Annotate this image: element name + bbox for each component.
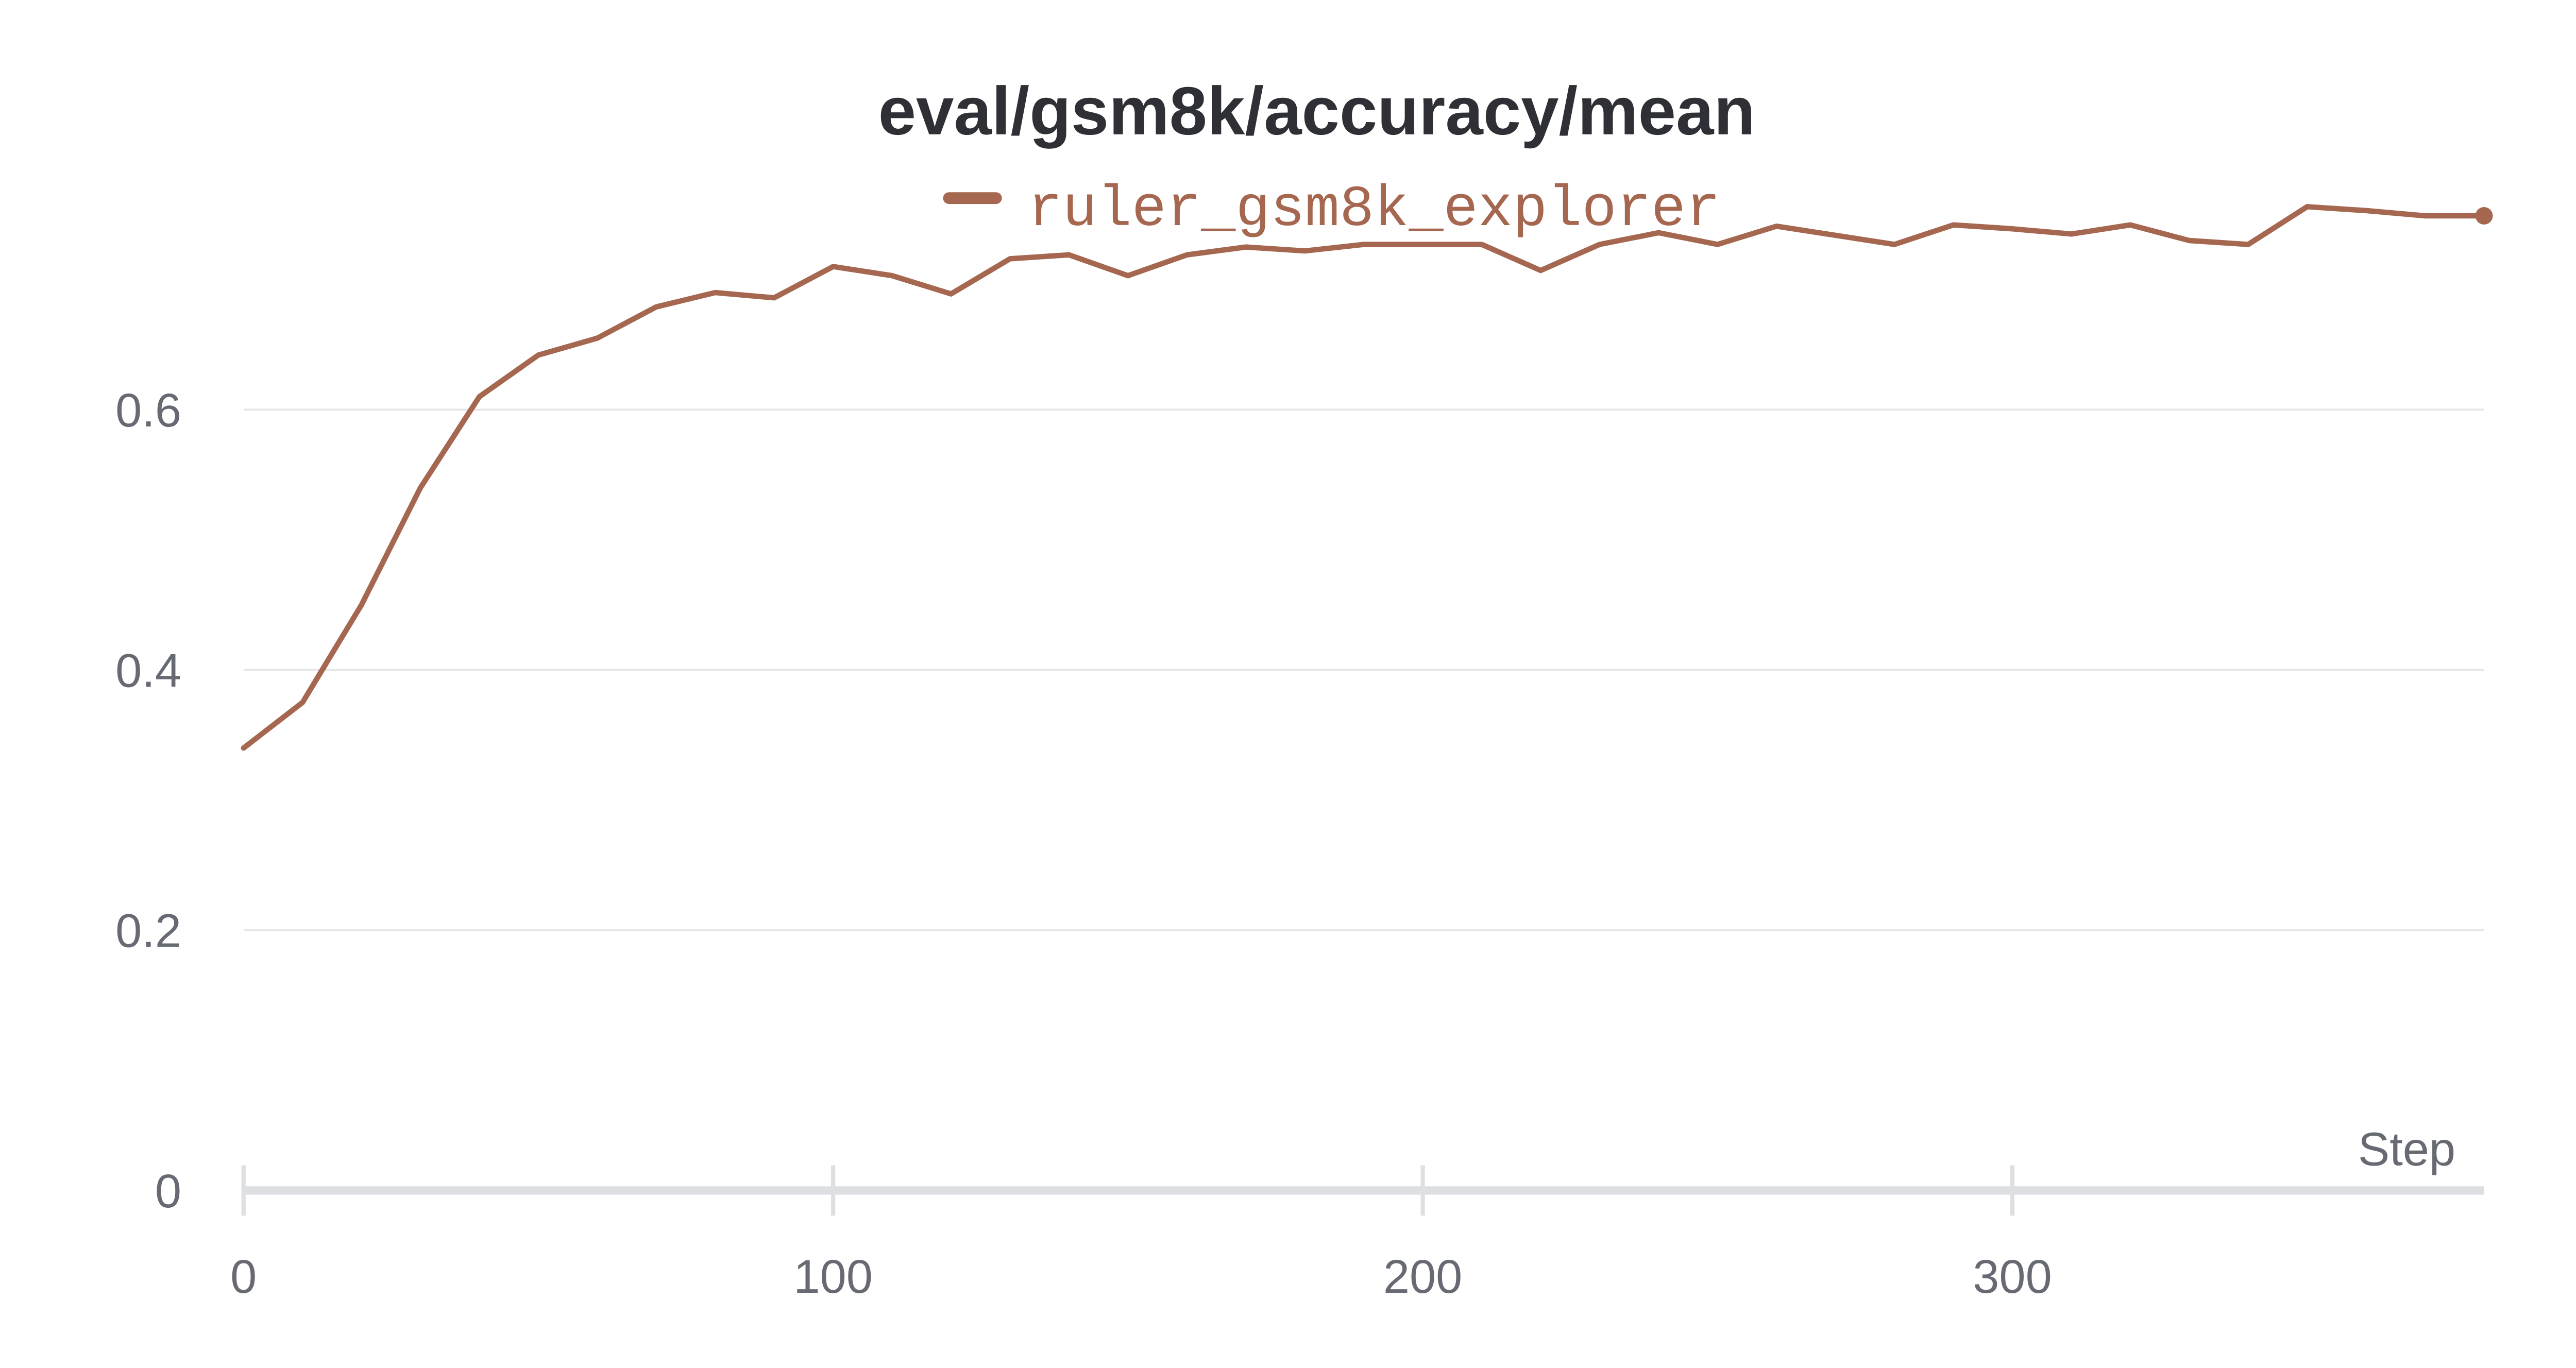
legend[interactable]: ruler_gsm8k_explorer <box>943 177 1720 243</box>
y-tick-label: 0.2 <box>115 905 181 957</box>
legend-label[interactable]: ruler_gsm8k_explorer <box>1028 177 1720 243</box>
series-endpoint-marker <box>2475 207 2493 225</box>
x-tick-label: 100 <box>793 1251 873 1303</box>
y-tick-label: 0 <box>155 1165 181 1218</box>
label-layer: 0 0.2 0.4 0.6 0 100 200 300 Step <box>115 384 2455 1303</box>
x-axis-label: Step <box>2358 1123 2455 1175</box>
grid-layer <box>243 408 2484 931</box>
x-tick-label: 200 <box>1383 1251 1463 1303</box>
series-line-ruler_gsm8k_explorer <box>241 204 2487 751</box>
chart-title: eval/gsm8k/accuracy/mean <box>878 73 1755 149</box>
y-tick-label: 0.6 <box>115 384 181 437</box>
x-tick-label: 0 <box>230 1251 257 1303</box>
x-tick-label: 300 <box>1973 1251 2052 1303</box>
series-layer <box>241 204 2493 751</box>
axis-layer <box>241 1165 2484 1216</box>
y-tick-label: 0.4 <box>115 644 181 697</box>
